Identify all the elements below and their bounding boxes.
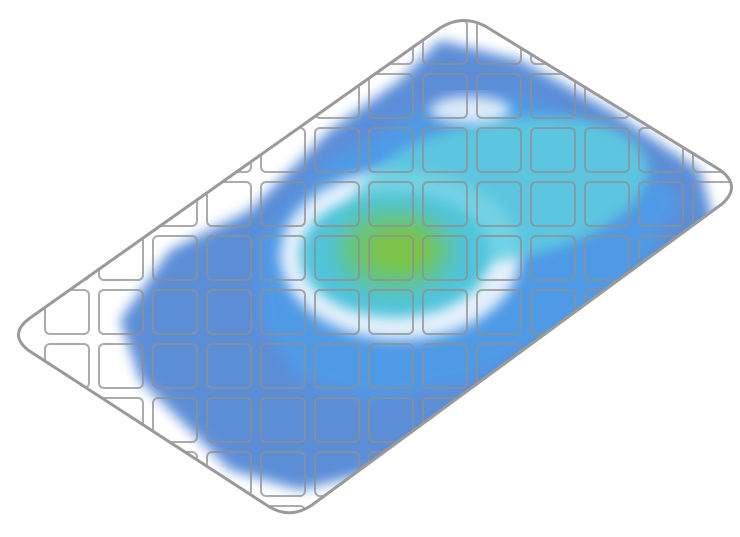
grid-cell bbox=[314, 127, 360, 173]
grid-cell bbox=[422, 343, 468, 389]
grid-cell bbox=[584, 127, 630, 173]
grid-cell bbox=[314, 235, 360, 281]
grid-cell bbox=[152, 397, 198, 443]
grid-cell bbox=[584, 235, 630, 281]
grid-cell bbox=[152, 235, 198, 281]
grid-cell bbox=[422, 289, 468, 335]
grid-cell bbox=[368, 343, 414, 389]
grid-cell bbox=[530, 235, 576, 281]
grid-cell bbox=[476, 235, 522, 281]
grid-cell bbox=[152, 343, 198, 389]
grid-cell bbox=[476, 73, 522, 119]
grid-cell bbox=[314, 343, 360, 389]
grid-cell bbox=[314, 397, 360, 443]
grid-cell bbox=[98, 289, 144, 335]
grid-cell bbox=[368, 127, 414, 173]
grid-cell bbox=[422, 20, 468, 65]
grid-cell bbox=[476, 289, 522, 335]
white-patch bbox=[430, 96, 510, 124]
grid-cell bbox=[206, 181, 252, 227]
grid-cell bbox=[260, 235, 306, 281]
grid-cell bbox=[422, 181, 468, 227]
grid-cell bbox=[260, 181, 306, 227]
grid-cell bbox=[206, 397, 252, 443]
grid-cell bbox=[260, 343, 306, 389]
grid-cell bbox=[206, 343, 252, 389]
heat-layers bbox=[120, 40, 715, 490]
grid-cell bbox=[368, 235, 414, 281]
grid-cell bbox=[206, 289, 252, 335]
grid-cell bbox=[206, 235, 252, 281]
grid-cell bbox=[152, 289, 198, 335]
grid-cell bbox=[638, 181, 684, 227]
grid-cell bbox=[530, 181, 576, 227]
grid-cell bbox=[584, 181, 630, 227]
grid-cell bbox=[368, 289, 414, 335]
grid-cell bbox=[260, 505, 306, 513]
grid-cell bbox=[368, 397, 414, 443]
grid-cell bbox=[422, 127, 468, 173]
grid-cell bbox=[314, 289, 360, 335]
grid-cell bbox=[530, 73, 576, 119]
plate-outline bbox=[17, 19, 733, 515]
grid-cell bbox=[260, 289, 306, 335]
grid-cell bbox=[368, 181, 414, 227]
grid-cell bbox=[314, 181, 360, 227]
hot-spot bbox=[370, 230, 430, 270]
grid-cell bbox=[422, 73, 468, 119]
grid-cell bbox=[476, 127, 522, 173]
grid-cell bbox=[260, 451, 306, 497]
grid-cell bbox=[422, 235, 468, 281]
grid-cell bbox=[368, 73, 414, 119]
grid-cell bbox=[98, 343, 144, 389]
grid-cell bbox=[476, 181, 522, 227]
grid-cell bbox=[260, 397, 306, 443]
grid-cell bbox=[530, 127, 576, 173]
